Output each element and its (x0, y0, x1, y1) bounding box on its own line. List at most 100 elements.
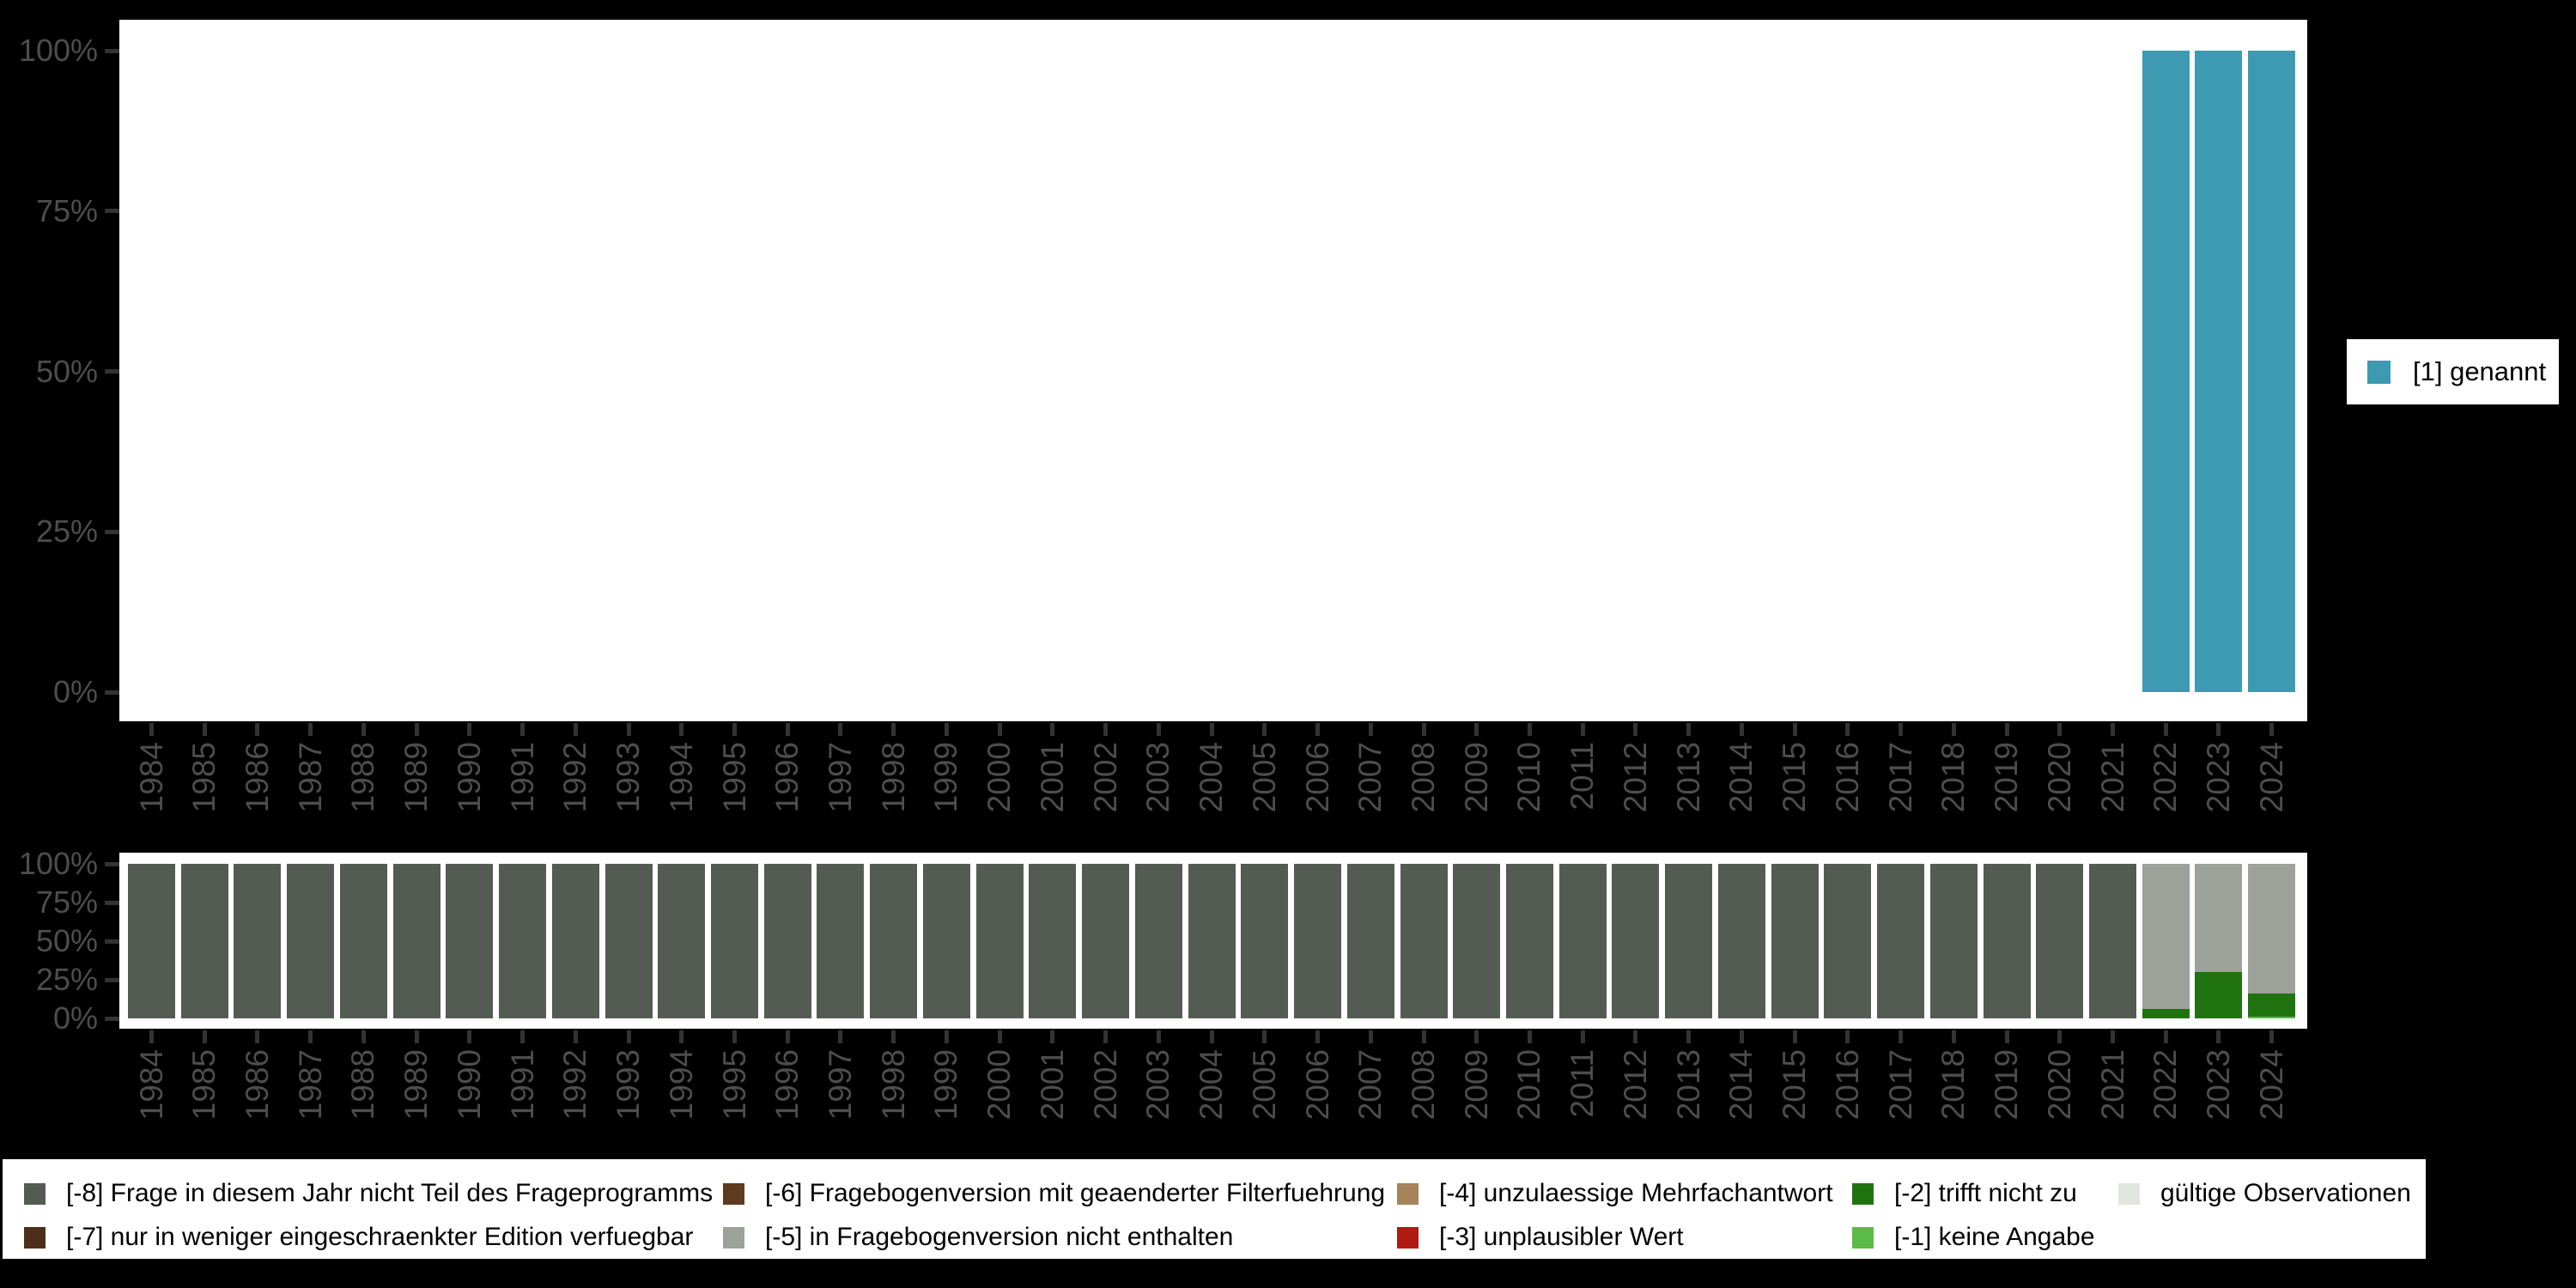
bar-segment-2018 (1929, 864, 1978, 1018)
x-tick-label: 2024 (2253, 742, 2289, 813)
bar-segment-2024 (2248, 1017, 2296, 1018)
bar-segment-2009 (1453, 864, 1501, 1018)
x-tick (573, 1030, 578, 1043)
legend-item: [-6] Fragebogenversion mit geaenderter F… (723, 1179, 1385, 1207)
x-tick (1368, 723, 1373, 736)
y-tick-label: 0% (52, 674, 98, 709)
y-tick-label: 0% (52, 1000, 98, 1036)
x-tick (1899, 723, 1904, 736)
bar-segment-2002 (1082, 864, 1130, 1018)
x-tick-label: 1990 (451, 1049, 487, 1121)
bar-segment-1992 (551, 864, 599, 1018)
y-tick (105, 529, 119, 534)
x-tick-label: 2000 (981, 1049, 1018, 1121)
x-tick (1845, 1030, 1850, 1043)
x-tick-label: 2009 (1458, 1049, 1494, 1121)
x-tick (467, 1030, 472, 1043)
x-tick (1315, 1030, 1321, 1043)
x-tick-label: 1988 (345, 1049, 381, 1121)
bar-segment-1991 (499, 864, 547, 1018)
x-tick-label: 2004 (1194, 742, 1230, 813)
x-tick (149, 723, 154, 736)
x-tick (467, 723, 472, 736)
x-tick (2216, 1030, 2221, 1043)
x-tick (2004, 1030, 2009, 1043)
x-tick (308, 1030, 313, 1043)
x-tick (1474, 1030, 1479, 1043)
bar-segment-2008 (1400, 864, 1448, 1018)
bar-segment-2024 (2248, 864, 2296, 994)
bar-segment-2024 (2248, 993, 2296, 1018)
x-tick (1209, 1030, 1214, 1043)
bar-segment-2010 (1505, 864, 1553, 1018)
x-tick-label: 2024 (2253, 1049, 2289, 1121)
x-tick-label: 2006 (1299, 1049, 1335, 1121)
bar-segment-2005 (1241, 864, 1289, 1018)
x-tick (255, 1030, 260, 1043)
x-tick (2216, 723, 2221, 736)
bar-segment-2000 (975, 864, 1024, 1018)
x-tick-label: 2012 (1617, 742, 1653, 813)
bar-segment-1993 (605, 864, 653, 1018)
x-tick (1474, 723, 1479, 736)
x-tick (414, 1030, 419, 1043)
bar-segment-2001 (1029, 864, 1077, 1018)
x-tick (1739, 1030, 1744, 1043)
x-tick-label: 1997 (822, 742, 858, 813)
legend-item: gültige Observationen (2118, 1179, 2411, 1207)
bar-segment-2016 (1824, 864, 1872, 1018)
x-tick-label: 2010 (1511, 742, 1547, 813)
x-tick-label: 2001 (1034, 742, 1070, 813)
legend-swatch (24, 1182, 46, 1205)
legend-swatch (1852, 1182, 1874, 1205)
x-tick-label: 2004 (1194, 1049, 1230, 1121)
x-tick (202, 723, 207, 736)
x-tick-label: 2022 (2148, 1049, 2184, 1121)
y-tick (105, 1016, 119, 1021)
x-tick-label: 2016 (1829, 742, 1865, 813)
x-tick-label: 1989 (398, 1049, 434, 1121)
x-tick-label: 1995 (716, 1049, 752, 1121)
y-tick-label: 50% (35, 923, 98, 958)
y-tick-label: 100% (18, 846, 98, 881)
x-tick (1792, 1030, 1797, 1043)
x-tick (2163, 1030, 2168, 1043)
x-tick-label: 2014 (1723, 742, 1759, 813)
bar-segment-1989 (392, 864, 440, 1018)
bar-segment-2024 (2248, 51, 2296, 692)
bar-segment-1995 (711, 864, 759, 1018)
x-tick-label: 1997 (822, 1049, 858, 1121)
legend-item: [-1] keine Angabe (1852, 1223, 2095, 1251)
x-tick (679, 723, 684, 736)
x-tick-label: 2009 (1458, 742, 1494, 813)
x-tick-label: 1990 (451, 742, 487, 813)
x-tick (2163, 723, 2168, 736)
x-tick-label: 2014 (1723, 1049, 1759, 1121)
x-tick (1315, 723, 1321, 736)
x-tick-label: 1994 (663, 742, 699, 813)
x-tick-label: 1993 (611, 1049, 647, 1121)
legend-label: [-5] in Fragebogenversion nicht enthalte… (765, 1223, 1234, 1251)
bar-segment-1986 (234, 864, 282, 1018)
x-tick (1845, 723, 1850, 736)
x-tick-label: 2021 (2094, 742, 2130, 813)
bar-segment-1994 (658, 864, 706, 1018)
x-tick-label: 2006 (1299, 742, 1335, 813)
x-tick-label: 2013 (1670, 742, 1706, 813)
legend-item: [-4] unzulaessige Mehrfachantwort (1397, 1179, 1833, 1207)
x-tick (1209, 723, 1214, 736)
x-tick-label: 2016 (1829, 1049, 1865, 1121)
x-tick (1951, 723, 1956, 736)
x-tick-label: 2023 (2200, 742, 2236, 813)
bar-segment-2022 (2142, 864, 2190, 1010)
x-tick-label: 1998 (875, 742, 911, 813)
x-tick (2111, 1030, 2115, 1043)
legend-swatch (723, 1182, 744, 1205)
x-tick-label: 2008 (1406, 1049, 1442, 1121)
bar-segment-1999 (922, 864, 970, 1018)
x-tick (2057, 1030, 2063, 1043)
legend-swatch (24, 1226, 46, 1249)
x-tick (149, 1030, 154, 1043)
legend-label: [-2] trifft nicht zu (1894, 1179, 2077, 1207)
legend-item: [-7] nur in weniger eingeschraenkter Edi… (24, 1223, 693, 1251)
